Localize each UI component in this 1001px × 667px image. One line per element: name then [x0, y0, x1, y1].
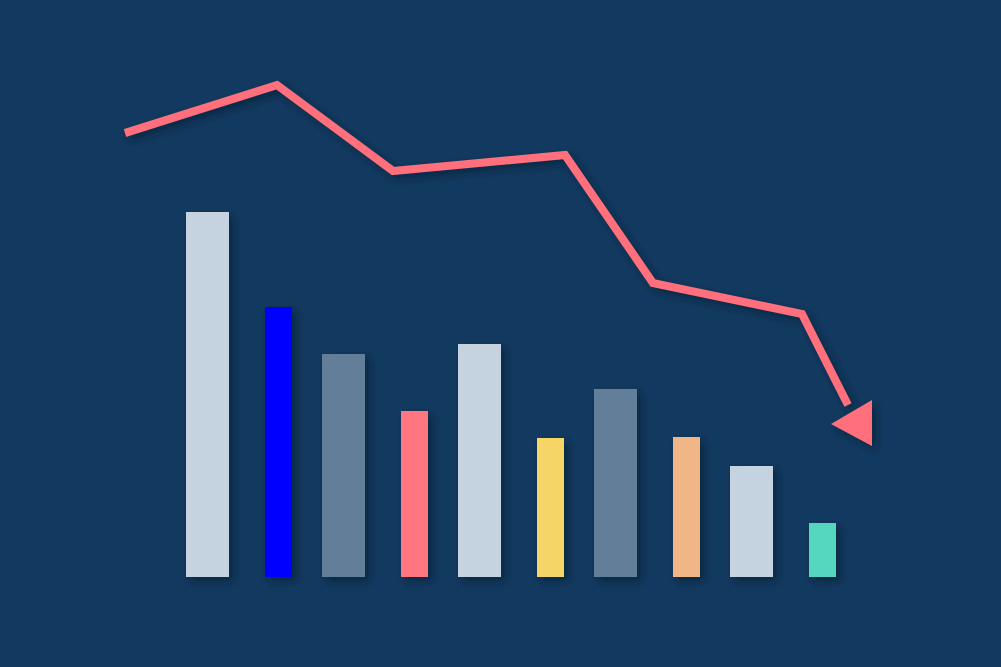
bar — [537, 438, 564, 577]
bar — [186, 212, 229, 577]
trend-line — [123, 80, 852, 407]
bars — [186, 212, 836, 577]
bar — [809, 523, 836, 577]
bar — [322, 354, 365, 577]
bar — [730, 466, 773, 577]
bar — [401, 411, 428, 577]
trend-arrow — [123, 80, 872, 446]
bar — [458, 344, 501, 577]
bar — [673, 437, 700, 577]
bar — [594, 389, 637, 577]
arrow-head — [831, 400, 872, 446]
bar — [265, 307, 292, 577]
